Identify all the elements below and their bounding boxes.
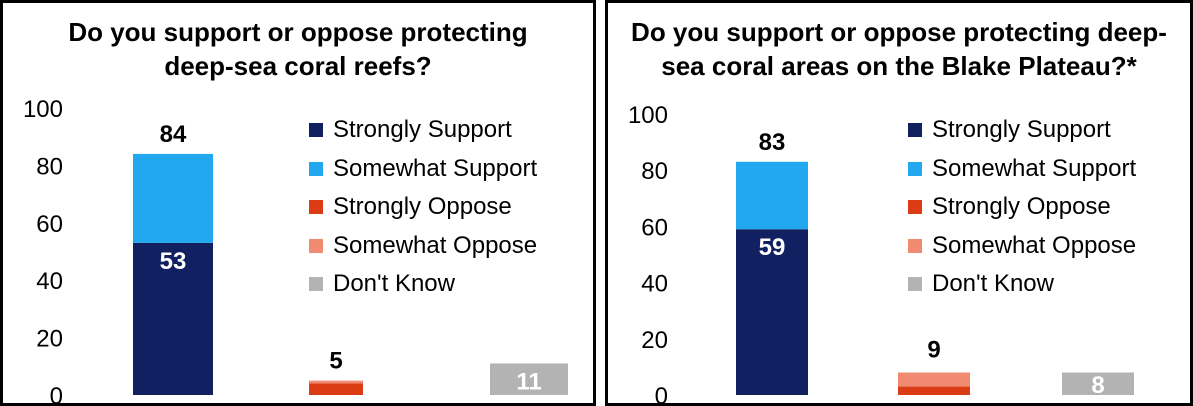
- chart-plot-blake-plateau: 0 20 40 60 80 100 59 83 9 8: [628, 102, 1134, 403]
- y-tick-label: 80: [36, 153, 63, 180]
- bar-segment-strongly-oppose: [898, 386, 970, 395]
- legend-label: Strongly Oppose: [932, 193, 1111, 220]
- chart-plot-reefs: 0 20 40 60 80 100 53 84 5 11: [23, 96, 568, 403]
- legend-label: Strongly Oppose: [333, 193, 512, 220]
- chart-title: Do you support or oppose protecting deep…: [3, 15, 593, 83]
- y-tick-label: 20: [641, 327, 668, 354]
- legend-swatch: [309, 123, 323, 137]
- y-tick-label: 80: [641, 158, 668, 185]
- chart-title-line-1: Do you support or oppose protecting: [68, 17, 528, 47]
- y-tick-label: 100: [628, 102, 668, 129]
- y-tick-label: 100: [23, 96, 63, 123]
- legend-item-strongly-support: Strongly Support: [908, 111, 1136, 150]
- legend-swatch: [309, 161, 323, 176]
- legend-swatch: [908, 123, 922, 137]
- legend-item-dont-know: Don't Know: [908, 265, 1136, 304]
- legend-swatch: [309, 238, 323, 253]
- legend-label: Strongly Support: [333, 116, 512, 143]
- chart-title: Do you support or oppose protecting deep…: [608, 15, 1190, 83]
- legend-item-somewhat-support: Somewhat Support: [908, 150, 1136, 189]
- y-tick-label: 60: [36, 211, 63, 238]
- legend-item-somewhat-support: Somewhat Support: [309, 150, 537, 189]
- y-tick-label: 60: [641, 214, 668, 241]
- legend-item-strongly-oppose: Strongly Oppose: [309, 188, 537, 227]
- legend-label: Strongly Support: [932, 116, 1111, 143]
- legend-label: Somewhat Oppose: [932, 231, 1137, 259]
- legend-label: Somewhat Support: [333, 154, 538, 182]
- legend-swatch: [908, 161, 922, 176]
- chart-panel-reefs: Do you support or oppose protecting deep…: [0, 0, 596, 406]
- legend-label: Somewhat Support: [932, 154, 1137, 182]
- bar-segment-somewhat-support: [133, 153, 213, 243]
- legend-label: Don't Know: [932, 270, 1054, 297]
- y-tick-label: 40: [36, 268, 63, 295]
- legend-swatch: [908, 200, 922, 214]
- chart-legend: Strongly Support Somewhat Support Strong…: [309, 111, 537, 304]
- y-tick-label: 0: [655, 383, 668, 403]
- segment-data-label: 53: [160, 248, 187, 275]
- legend-swatch: [309, 200, 323, 214]
- legend-swatch: [908, 277, 922, 291]
- bar-segment-strongly-support: [133, 242, 213, 395]
- segment-data-label: 59: [759, 234, 786, 261]
- legend-item-somewhat-oppose: Somewhat Oppose: [309, 227, 537, 266]
- legend-item-strongly-support: Strongly Support: [309, 111, 537, 150]
- legend-swatch: [309, 277, 323, 291]
- chart-title-line-2: deep-sea coral reefs?: [164, 51, 432, 81]
- bar-segment-strongly-oppose: [309, 383, 363, 395]
- legend-label: Somewhat Oppose: [333, 231, 538, 259]
- segment-data-label: 8: [1091, 372, 1104, 399]
- bar-segment-don-t-know: [490, 363, 568, 395]
- chart-panel-blake-plateau: Do you support or oppose protecting deep…: [605, 0, 1193, 406]
- legend-label: Don't Know: [333, 270, 455, 297]
- bar-total-label: 9: [927, 337, 940, 364]
- y-tick-label: 0: [50, 383, 63, 403]
- legend-item-strongly-oppose: Strongly Oppose: [908, 188, 1136, 227]
- legend-swatch: [908, 238, 922, 253]
- bar-total-label: 83: [759, 129, 786, 156]
- bar-total-label: 84: [160, 121, 187, 148]
- bar-segment-somewhat-support: [736, 161, 808, 230]
- bar-segment-strongly-support: [736, 229, 808, 395]
- segment-data-label: 11: [516, 368, 541, 395]
- chart-title-line-1: Do you support or oppose protecting deep…: [631, 17, 1167, 47]
- bar-segment-somewhat-oppose: [309, 380, 363, 384]
- y-tick-label: 40: [641, 271, 668, 298]
- legend-item-somewhat-oppose: Somewhat Oppose: [908, 227, 1136, 266]
- bar-segment-somewhat-oppose: [898, 372, 970, 387]
- bar-total-label: 5: [329, 348, 342, 375]
- chart-legend: Strongly Support Somewhat Support Strong…: [908, 111, 1136, 304]
- chart-title-line-2: sea coral areas on the Blake Plateau?*: [661, 51, 1137, 81]
- legend-item-dont-know: Don't Know: [309, 265, 537, 304]
- bar-segment-don-t-know: [1062, 372, 1134, 395]
- y-tick-label: 20: [36, 326, 63, 353]
